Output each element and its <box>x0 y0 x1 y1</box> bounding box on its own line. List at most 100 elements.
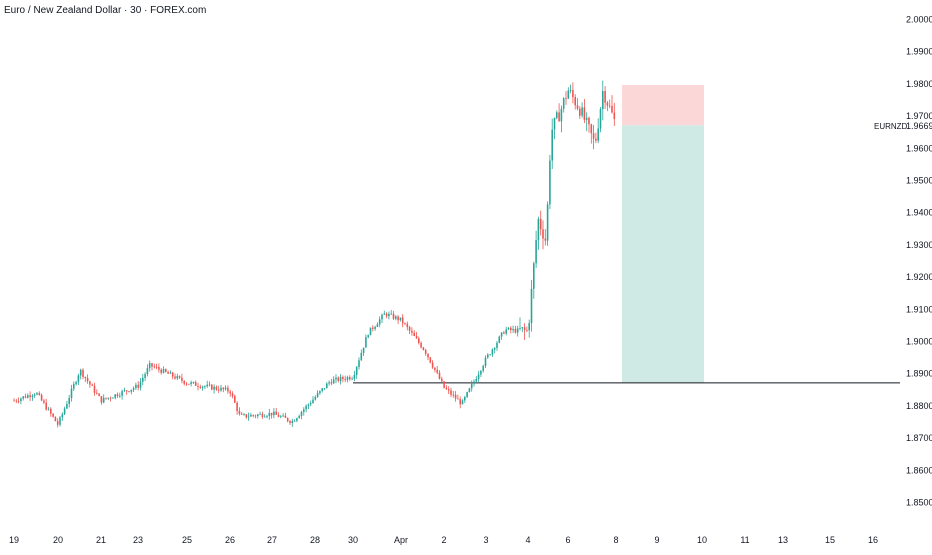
candle-body[interactable] <box>353 374 356 379</box>
candle-body[interactable] <box>503 332 505 334</box>
candle-body[interactable] <box>252 414 254 416</box>
candle-body[interactable] <box>208 384 211 386</box>
candle-body[interactable] <box>33 394 36 396</box>
candle-body[interactable] <box>217 389 220 391</box>
candle-body[interactable] <box>63 408 66 415</box>
candle-body[interactable] <box>13 400 15 402</box>
candle-body[interactable] <box>323 388 326 390</box>
candle-body[interactable] <box>277 414 280 418</box>
candle-body[interactable] <box>291 421 294 423</box>
candle-body[interactable] <box>84 376 87 379</box>
candle-body[interactable] <box>56 421 59 425</box>
candle-body[interactable] <box>592 133 595 139</box>
candle-body[interactable] <box>121 391 123 396</box>
candle-body[interactable] <box>514 328 517 333</box>
candle-body[interactable] <box>86 378 89 382</box>
candle-body[interactable] <box>372 327 374 329</box>
candle-body[interactable] <box>388 313 390 317</box>
candle-body[interactable] <box>424 349 427 354</box>
candle-body[interactable] <box>43 400 45 403</box>
candle-body[interactable] <box>434 367 436 370</box>
candle-body[interactable] <box>289 421 291 423</box>
candle-body[interactable] <box>227 387 229 392</box>
candle-body[interactable] <box>454 394 457 399</box>
candle-body[interactable] <box>158 367 160 370</box>
candle-body[interactable] <box>562 98 565 109</box>
candle-body[interactable] <box>197 385 199 387</box>
candle-body[interactable] <box>447 389 450 391</box>
candle-body[interactable] <box>307 404 310 406</box>
candle-body[interactable] <box>286 417 289 422</box>
candle-body[interactable] <box>215 386 218 390</box>
candle-body[interactable] <box>475 379 478 382</box>
candle-body[interactable] <box>135 384 137 389</box>
candle-body[interactable] <box>496 342 498 348</box>
candle-body[interactable] <box>169 372 172 374</box>
candle-body[interactable] <box>61 414 64 418</box>
candle-body[interactable] <box>165 369 167 372</box>
candle-body[interactable] <box>266 416 268 417</box>
candle-body[interactable] <box>238 411 241 414</box>
candle-body[interactable] <box>519 328 521 330</box>
candle-body[interactable] <box>199 386 202 388</box>
candle-body[interactable] <box>482 365 484 371</box>
candle-body[interactable] <box>599 109 602 129</box>
candle-body[interactable] <box>68 398 70 404</box>
candle-body[interactable] <box>376 324 379 327</box>
candle-body[interactable] <box>505 329 507 334</box>
candle-body[interactable] <box>362 347 365 353</box>
candle-body[interactable] <box>151 363 153 367</box>
candle-body[interactable] <box>213 386 215 390</box>
candle-body[interactable] <box>139 381 142 388</box>
candle-body[interactable] <box>404 323 406 324</box>
candle-body[interactable] <box>533 263 535 289</box>
candle-body[interactable] <box>500 332 503 337</box>
candle-body[interactable] <box>466 392 468 398</box>
candle-body[interactable] <box>558 112 560 122</box>
candle-body[interactable] <box>50 408 52 414</box>
candle-body[interactable] <box>45 402 47 410</box>
candle-body[interactable] <box>75 382 77 385</box>
candle-body[interactable] <box>102 397 105 403</box>
candle-body[interactable] <box>415 335 418 339</box>
candle-body[interactable] <box>24 396 27 398</box>
candle-body[interactable] <box>401 317 404 324</box>
candle-body[interactable] <box>224 387 227 390</box>
candle-body[interactable] <box>155 366 158 368</box>
candle-body[interactable] <box>549 160 551 205</box>
candle-body[interactable] <box>477 374 480 380</box>
candle-body[interactable] <box>583 107 586 120</box>
candle-body[interactable] <box>385 313 388 317</box>
candle-body[interactable] <box>204 386 206 388</box>
candle-body[interactable] <box>365 337 367 348</box>
candle-body[interactable] <box>383 313 386 315</box>
candle-body[interactable] <box>530 288 533 324</box>
candle-body[interactable] <box>77 375 80 383</box>
candle-body[interactable] <box>247 416 250 418</box>
candle-body[interactable] <box>79 369 82 376</box>
candle-body[interactable] <box>569 90 572 91</box>
candle-body[interactable] <box>15 400 18 402</box>
candle-body[interactable] <box>604 91 606 103</box>
candle-body[interactable] <box>73 384 75 389</box>
candle-body[interactable] <box>535 239 537 264</box>
candle-body[interactable] <box>585 117 588 120</box>
candle-body[interactable] <box>70 388 73 399</box>
candle-body[interactable] <box>526 329 528 331</box>
candle-body[interactable] <box>537 218 540 240</box>
candle-body[interactable] <box>303 409 305 412</box>
candle-body[interactable] <box>452 394 455 396</box>
candle-body[interactable] <box>236 402 238 412</box>
candle-body[interactable] <box>296 418 298 421</box>
candle-body[interactable] <box>280 416 282 418</box>
candle-body[interactable] <box>234 396 236 403</box>
candle-body[interactable] <box>422 347 425 350</box>
candle-body[interactable] <box>516 328 519 333</box>
candle-body[interactable] <box>523 327 526 330</box>
candle-body[interactable] <box>178 376 181 378</box>
candle-body[interactable] <box>36 393 38 395</box>
candle-body[interactable] <box>171 372 174 377</box>
candle-body[interactable] <box>369 327 372 336</box>
candle-body[interactable] <box>438 372 441 379</box>
candle-body[interactable] <box>123 390 126 392</box>
